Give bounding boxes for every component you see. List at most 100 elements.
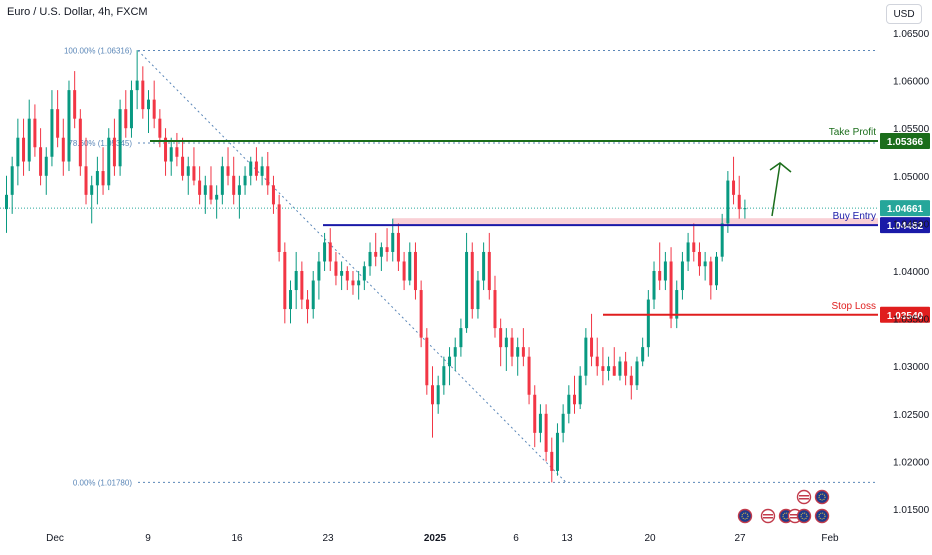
- candle: [192, 147, 196, 186]
- candle-body: [357, 280, 361, 286]
- projection-arrow-shaft: [771, 163, 781, 217]
- candle: [22, 118, 26, 176]
- candle-body: [675, 290, 679, 319]
- candle-body: [158, 118, 162, 138]
- candle-body: [22, 137, 26, 162]
- candle-body: [658, 271, 662, 281]
- candle: [203, 175, 207, 214]
- currency-button[interactable]: USD: [886, 4, 922, 24]
- candle: [101, 147, 105, 195]
- candle: [504, 328, 508, 371]
- candle-body: [340, 271, 344, 276]
- candle-body: [379, 247, 383, 257]
- eu-flag-icon: [814, 508, 830, 524]
- candle: [254, 147, 258, 181]
- candle-body: [442, 366, 446, 386]
- candle-body: [5, 194, 8, 210]
- candle: [209, 166, 213, 205]
- candle-body: [425, 337, 429, 386]
- candle: [635, 356, 639, 390]
- economic-event-badge[interactable]: [760, 508, 776, 524]
- economic-event-badge[interactable]: [737, 508, 753, 524]
- candle-body: [289, 290, 292, 310]
- candle: [5, 175, 8, 233]
- candle-body: [90, 185, 94, 195]
- us-flag-icon: [796, 489, 812, 505]
- candle: [277, 194, 281, 262]
- candle: [732, 156, 736, 205]
- candle-body: [112, 137, 116, 167]
- candle: [555, 423, 559, 476]
- current-price-tag-label: 1.04661: [887, 204, 924, 215]
- candle-body: [544, 413, 548, 452]
- candle: [345, 266, 349, 291]
- candle: [334, 251, 338, 286]
- candle: [624, 351, 628, 386]
- candle-body: [538, 413, 542, 433]
- candle-body: [607, 366, 611, 371]
- candle: [300, 261, 304, 310]
- candle: [629, 366, 633, 400]
- x-axis-tick-label: 13: [561, 533, 573, 544]
- candle-body: [44, 156, 48, 176]
- candle-body: [56, 109, 60, 138]
- candle: [169, 137, 173, 176]
- x-axis-tick-label: Feb: [821, 533, 839, 544]
- candle-body: [618, 361, 622, 376]
- candle: [436, 375, 440, 414]
- current-price-tag-bg: [880, 200, 930, 217]
- candle: [56, 90, 60, 148]
- y-axis-tick-label: 1.05000: [893, 172, 930, 183]
- candle-body: [266, 166, 270, 186]
- us-stripe: [790, 514, 800, 516]
- candle: [442, 356, 446, 395]
- candle: [715, 251, 718, 291]
- candle-body: [192, 166, 196, 181]
- candle-body: [311, 280, 315, 310]
- candle: [317, 251, 321, 300]
- candle: [561, 404, 565, 443]
- candle: [709, 256, 713, 300]
- economic-event-badge[interactable]: [814, 489, 830, 505]
- candle: [652, 261, 656, 310]
- candle: [357, 271, 361, 300]
- candle-body: [27, 118, 31, 162]
- candle: [720, 213, 724, 262]
- candle: [538, 404, 542, 443]
- candle-body: [152, 99, 156, 119]
- level-label: Take Profit: [829, 127, 876, 138]
- candle: [351, 271, 355, 295]
- candle-body: [533, 394, 537, 433]
- candle-body: [680, 261, 684, 291]
- candle: [618, 356, 622, 381]
- candle: [186, 156, 190, 195]
- candle-body: [720, 223, 724, 257]
- economic-event-badge[interactable]: [814, 508, 830, 524]
- candle: [266, 152, 270, 195]
- candle: [584, 328, 588, 386]
- candle-body: [237, 185, 241, 195]
- candle-body: [78, 118, 82, 167]
- y-axis-tick-label: 1.05500: [893, 124, 930, 135]
- candle: [175, 132, 179, 167]
- economic-event-badge[interactable]: [796, 489, 812, 505]
- candle-body: [232, 175, 236, 195]
- candle: [453, 337, 457, 371]
- candle-body: [612, 366, 616, 376]
- candle: [703, 251, 707, 281]
- candle: [249, 156, 253, 186]
- candle: [476, 271, 480, 319]
- candle: [16, 118, 20, 186]
- candle-body: [635, 361, 639, 386]
- economic-event-badge[interactable]: [796, 508, 812, 524]
- candle: [419, 280, 423, 348]
- candle-body: [271, 185, 275, 205]
- candle-body: [624, 361, 628, 376]
- candle-body: [181, 156, 185, 176]
- candle: [27, 99, 31, 172]
- candle-body: [323, 242, 327, 262]
- candle: [118, 99, 122, 176]
- candle-body: [561, 413, 565, 433]
